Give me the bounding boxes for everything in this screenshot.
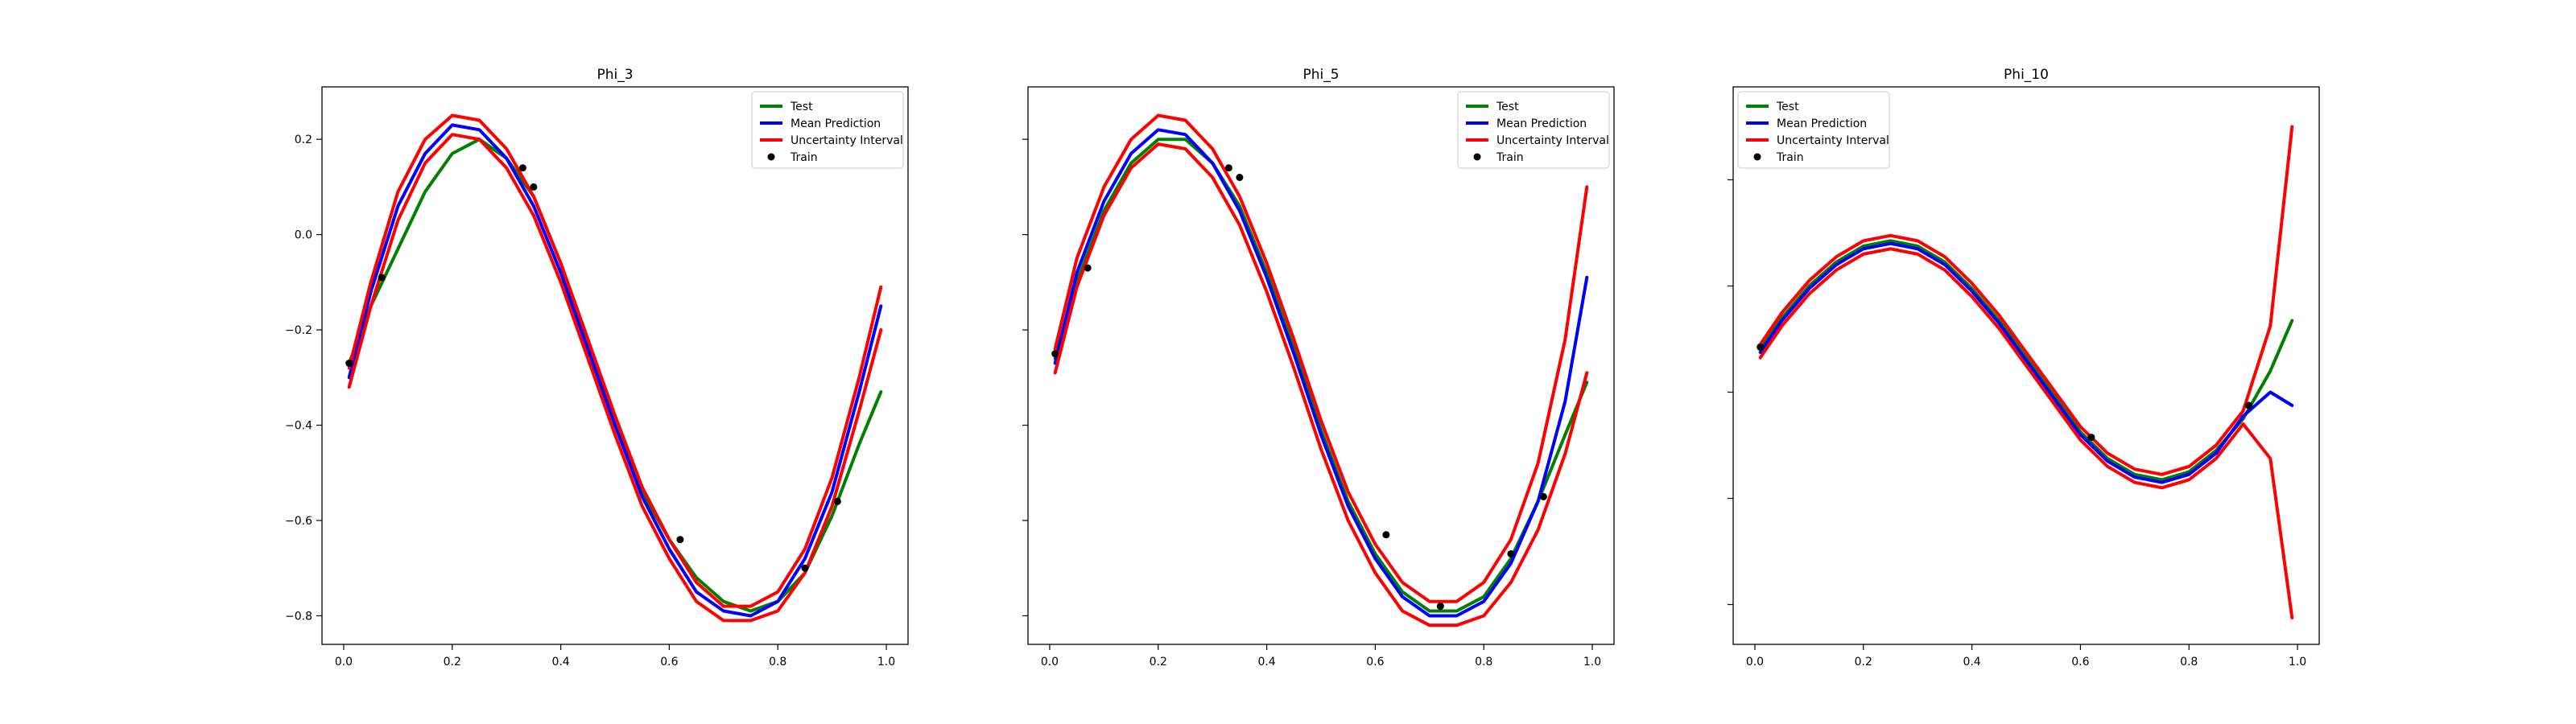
x-tick-label: 1.0 — [1583, 656, 1601, 668]
chart-title: Phi_3 — [597, 67, 633, 83]
uncertainty-interval-line — [1758, 125, 2294, 476]
plot-area — [1757, 125, 2294, 619]
legend: Test Mean Prediction Uncertainty Interval T… — [751, 91, 904, 169]
y-tick-label: 0.2 — [295, 134, 312, 146]
legend-swatch — [1473, 153, 1481, 161]
x-tick-label: 0.0 — [1746, 656, 1764, 668]
uncertainty-interval-line — [1053, 113, 1589, 603]
legend-label: Test — [1776, 101, 1799, 113]
x-tick-label: 0.2 — [444, 656, 461, 668]
legend-label: Mean Prediction — [1496, 117, 1587, 130]
legend-label: Mean Prediction — [1777, 117, 1867, 130]
plot-area — [1051, 113, 1589, 627]
legend-label: Train — [790, 151, 818, 164]
train-point — [1224, 164, 1232, 172]
plot-area — [345, 113, 883, 623]
axes-frame — [1027, 86, 1615, 645]
legend-box — [1737, 91, 1890, 169]
x-tick-label: 0.6 — [660, 656, 678, 668]
mean-prediction-line — [1758, 241, 2294, 484]
train-point — [1757, 343, 1765, 351]
x-tick-label: 0.4 — [1963, 656, 1980, 668]
train-point — [801, 564, 809, 572]
train-point — [530, 183, 538, 191]
uncertainty-interval-line — [1053, 142, 1589, 627]
legend-label: Uncertainty Interval — [1777, 134, 1889, 147]
y-tick-label: −0.2 — [285, 324, 312, 337]
train-point — [1084, 264, 1092, 272]
legend-label: Test — [1496, 101, 1519, 113]
chart-title: Phi_10 — [2004, 67, 2049, 83]
legend-box — [751, 91, 904, 169]
x-tick-label: 0.4 — [551, 656, 569, 668]
legend-label: Test — [790, 101, 813, 113]
train-point — [1507, 549, 1515, 557]
train-point — [833, 497, 841, 505]
x-tick-label: 0.8 — [2180, 656, 2198, 668]
legend-label: Uncertainty Interval — [1496, 134, 1609, 147]
x-tick-label: 0.2 — [1150, 656, 1167, 668]
y-tick-label: −0.4 — [285, 420, 312, 433]
train-point — [378, 274, 386, 282]
mean-prediction-line — [1053, 128, 1589, 618]
legend-label: Train — [1496, 151, 1524, 164]
train-point — [1539, 492, 1547, 500]
train-point — [345, 360, 353, 368]
x-tick-label: 0.8 — [1475, 656, 1492, 668]
train-point — [1051, 350, 1059, 358]
train-point — [676, 536, 684, 544]
x-tick-label: 0.6 — [1366, 656, 1384, 668]
y-tick-label: 0.0 — [295, 229, 312, 242]
chart-panel-3: Phi_10 0.0 0.2 0.4 0.6 0.8 1.0 Test Mean Predict… — [1728, 67, 2320, 668]
chart-title: Phi_5 — [1302, 67, 1339, 83]
uncertainty-interval-line — [347, 133, 883, 623]
legend-label: Train — [1776, 151, 1804, 164]
x-tick-label: 1.0 — [2289, 656, 2306, 668]
mean-prediction-line — [347, 123, 883, 618]
x-tick-label: 0.8 — [769, 656, 786, 668]
y-tick-label: −0.8 — [285, 610, 312, 623]
legend-box — [1457, 91, 1610, 169]
x-tick-label: 1.0 — [877, 656, 895, 668]
legend-label: Uncertainty Interval — [791, 134, 903, 147]
train-point — [2087, 434, 2095, 442]
legend: Test Mean Prediction Uncertainty Interval T… — [1457, 91, 1610, 169]
train-point — [518, 164, 526, 172]
uncertainty-interval-line — [347, 113, 883, 608]
x-tick-label: 0.4 — [1257, 656, 1275, 668]
axes-frame — [1732, 86, 2320, 645]
train-point — [1382, 531, 1390, 539]
legend-swatch — [1753, 153, 1761, 161]
x-tick-label: 0.6 — [2071, 656, 2089, 668]
train-point — [2244, 401, 2252, 409]
uncertainty-interval-line — [1758, 247, 2294, 619]
chart-panel-2: Phi_5 0.0 0.2 0.4 0.6 0.8 1.0 Test Mean Predicti… — [1022, 67, 1615, 668]
x-tick-label: 0.0 — [335, 656, 353, 668]
axes-frame — [321, 86, 909, 645]
train-point — [1436, 603, 1444, 611]
legend: Test Mean Prediction Uncertainty Interval T… — [1737, 91, 1890, 169]
train-point — [1236, 174, 1244, 182]
chart-panel-1: Phi_3 0.0 0.2 0.4 0.6 0.8 1.0 −0.8 −0.6 −0.4 −0.2 0… — [285, 67, 909, 668]
x-tick-label: 0.2 — [1855, 656, 1872, 668]
y-tick-label: −0.6 — [285, 515, 312, 528]
legend-swatch — [767, 153, 775, 161]
legend-label: Mean Prediction — [791, 117, 881, 130]
x-tick-label: 0.0 — [1041, 656, 1059, 668]
